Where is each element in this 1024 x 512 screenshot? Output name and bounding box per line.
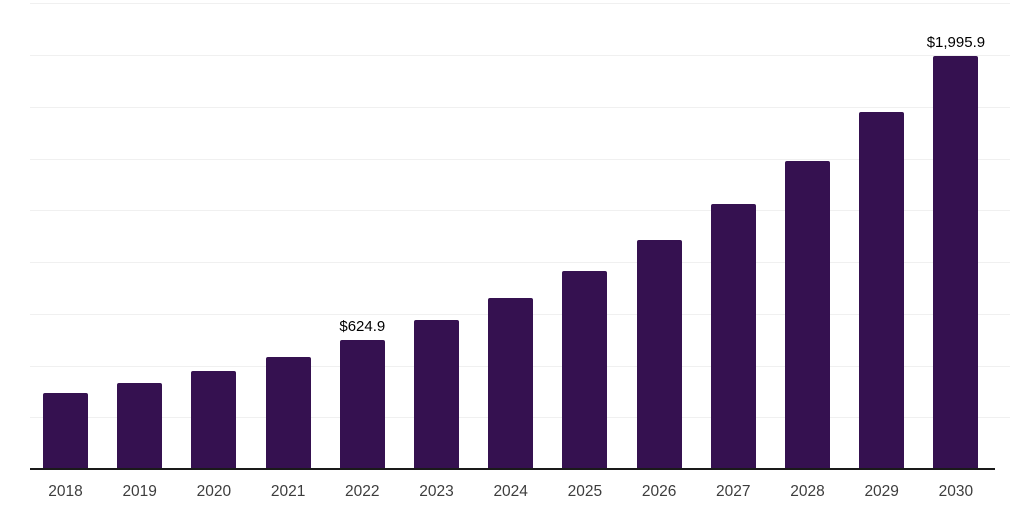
x-tick-2018: 2018 (48, 483, 83, 500)
bar-2020 (191, 370, 237, 469)
x-axis-line (30, 468, 995, 470)
gridline-1500 (30, 158, 1010, 160)
bar-2019 (117, 383, 163, 469)
x-tick-2024: 2024 (493, 483, 528, 500)
bar-2018 (43, 393, 88, 469)
bar-2022 (339, 339, 385, 469)
data-label-2030: $1,995.9 (926, 33, 986, 51)
bar-2029 (859, 112, 905, 469)
plot-area: $624.9 $1,995.9 (30, 0, 1010, 470)
x-tick-2023: 2023 (419, 483, 454, 500)
x-tick-2027: 2027 (716, 483, 751, 500)
bar-2021 (265, 356, 311, 469)
x-tick-2019: 2019 (122, 483, 157, 500)
x-tick-2030: 2030 (938, 483, 974, 500)
x-tick-2025: 2025 (567, 483, 603, 500)
x-axis-tick-labels: 2018 2019 2020 2021 2022 2023 2024 2025 2026 2027… (30, 483, 1010, 503)
gridline-1750 (30, 106, 1010, 108)
bar-2023 (414, 319, 459, 469)
x-tick-2028: 2028 (790, 483, 825, 500)
gridline-1000 (30, 262, 1010, 264)
bar-2024 (488, 298, 534, 469)
bar-2030 (933, 55, 979, 469)
bar-2028 (785, 160, 830, 469)
gridline-2000 (30, 55, 1010, 57)
gridline-1250 (30, 210, 1010, 212)
x-tick-2021: 2021 (270, 483, 306, 500)
x-tick-2029: 2029 (864, 483, 899, 500)
bar-2025 (562, 270, 608, 469)
gridline-2250 (30, 3, 1010, 5)
x-tick-2020: 2020 (196, 483, 232, 500)
bar-2026 (636, 239, 682, 469)
bar-2027 (710, 203, 756, 469)
x-tick-2022: 2022 (345, 483, 380, 500)
x-tick-2026: 2026 (641, 483, 677, 500)
data-label-2022: $624.9 (339, 317, 386, 335)
